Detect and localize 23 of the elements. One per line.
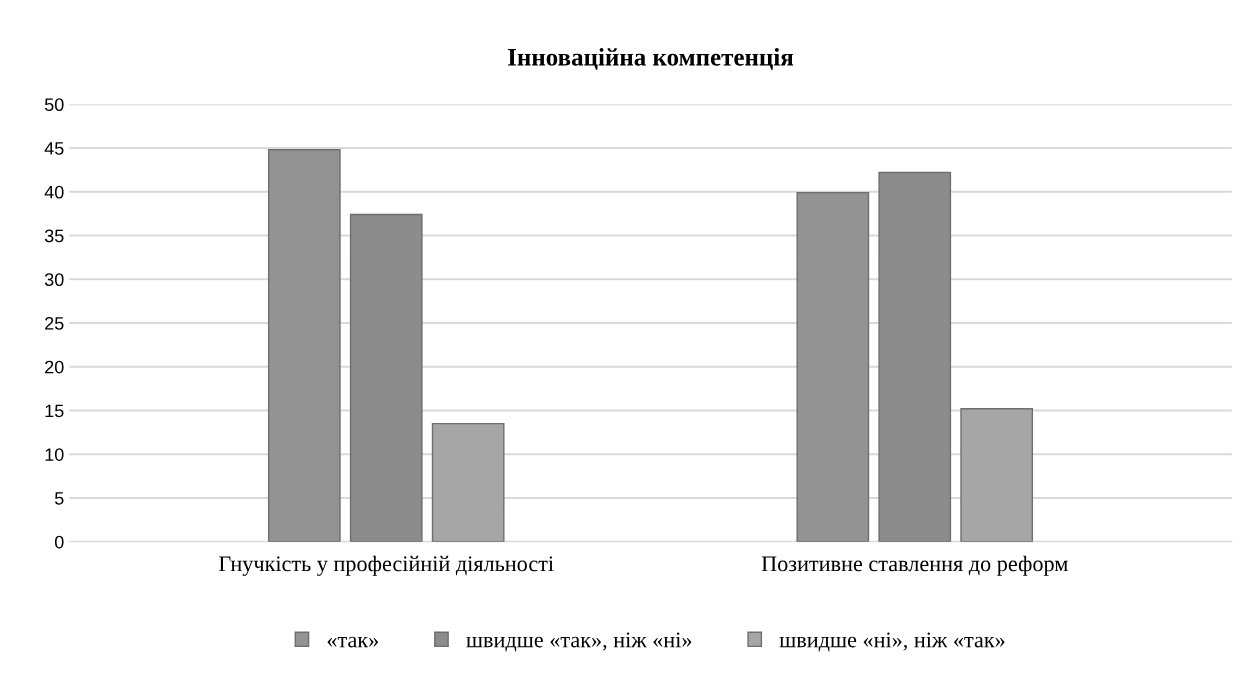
bar — [431, 422, 505, 542]
bar — [796, 191, 870, 542]
chart-title: Інноваційна компетенція — [508, 48, 794, 70]
y-tick-label: 35 — [44, 229, 64, 243]
bar — [878, 171, 952, 542]
legend-label: швидше «так», ніж «ні» — [466, 632, 692, 652]
bar — [349, 213, 423, 542]
bar — [267, 149, 341, 542]
bar — [960, 408, 1034, 542]
y-tick-label: 40 — [44, 185, 64, 199]
x-tick-label: Гнучкість у професійній діяльності — [219, 555, 554, 576]
y-tick-label: 10 — [45, 448, 64, 461]
y-tick-label: 5 — [54, 492, 64, 505]
legend-label: «так» — [327, 636, 378, 648]
y-tick-label: 15 — [45, 404, 64, 418]
y-tick-label: 50 — [44, 98, 64, 112]
y-tick-label: 20 — [45, 360, 64, 374]
y-tick-label: 45 — [44, 142, 64, 155]
legend-label: швидше «ні», ніж «так» — [779, 632, 1005, 652]
x-tick-label: Позитивне ставлення до реформ — [761, 555, 1068, 576]
y-tick-label: 25 — [45, 316, 64, 330]
y-tick-label: 0 — [54, 535, 64, 549]
y-tick-label: 30 — [44, 273, 64, 287]
